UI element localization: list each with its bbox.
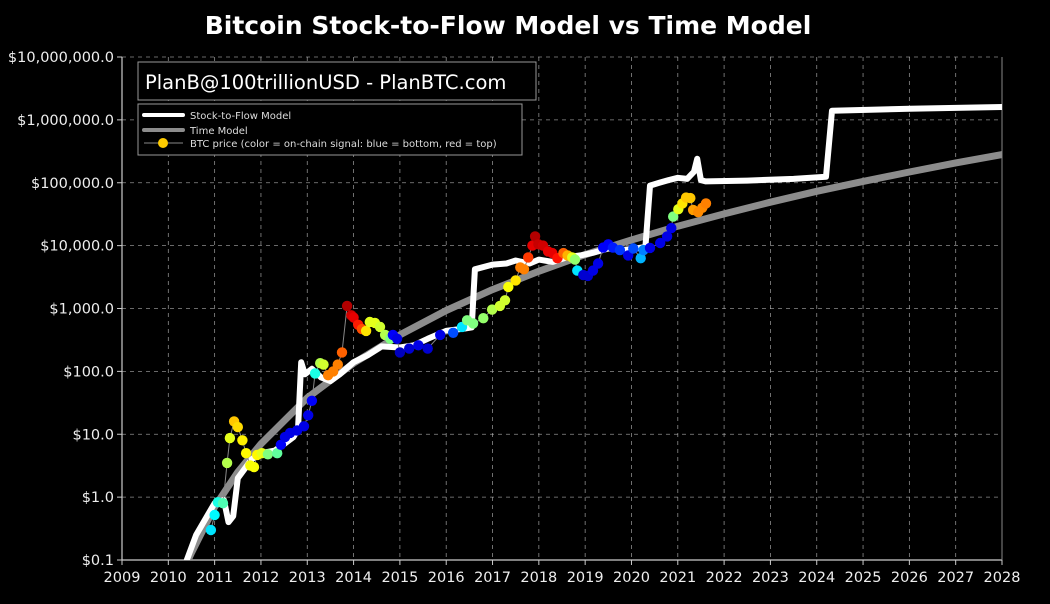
btc-price-point [569,254,581,265]
axes: 2009 2010 2011 2012 2013 2014 2015 2016 2017 2018… [8,50,1021,586]
legend-swatch-price-dot [158,138,168,148]
btc-price-point [224,432,236,444]
btc-price-point [341,300,353,312]
btc-price-point [700,198,712,209]
y-tick-label: $100.0 [63,364,114,380]
y-tick-label: $10,000.0 [40,239,114,255]
btc-price-point [422,343,433,354]
x-tick-label: 2014 [335,570,372,586]
x-tick-label: 2018 [520,570,557,586]
btc-price-point [318,359,329,370]
x-tick-label: 2011 [196,570,233,586]
btc-price-point [309,368,321,379]
btc-price-point [614,244,626,256]
btc-price-point [217,498,229,509]
btc-price-point [655,237,666,249]
btc-price-point [413,340,424,351]
btc-price-point [668,211,679,222]
y-tick-label: $100,000.0 [31,176,114,192]
btc-price-point [666,222,677,234]
btc-price-point [685,192,696,204]
btc-price-point [391,333,403,344]
x-tick-label: 2016 [428,570,465,586]
x-tick-label: 2028 [984,570,1021,586]
x-tick-label: 2020 [613,570,650,586]
btc-price-point [205,524,217,536]
watermark-text: PlanB@100trillionUSD - PlanBTC.com [145,71,506,94]
btc-price-point [592,258,604,269]
btc-price-point [503,281,514,293]
btc-price-point [221,457,233,469]
legend: Stock-to-Flow Model Time Model BTC price… [137,103,523,156]
x-tick-label: 2026 [891,570,928,586]
btc-price-point [298,421,310,432]
btc-price-point [272,448,283,459]
x-tick-label: 2022 [706,570,743,586]
x-tick-label: 2024 [798,570,835,586]
btc-price-point [523,252,534,263]
btc-price-point [510,275,521,286]
btc-price-point [499,295,511,306]
btc-price-point [209,509,220,521]
btc-price-point [394,347,406,358]
chart-title: Bitcoin Stock-to-Flow Model vs Time Mode… [205,11,812,40]
y-tick-label: $1,000.0 [49,302,114,318]
y-tick-label: $1.0 [82,490,114,506]
watermark: PlanB@100trillionUSD - PlanBTC.com [137,61,537,101]
watermark-box [137,61,537,101]
btc-price-point [262,449,274,460]
x-tick-label: 2021 [659,570,696,586]
btc-price-point [303,410,314,421]
btc-price-point [248,461,260,473]
x-tick-label: 2010 [150,570,187,586]
x-tick-label: 2012 [242,570,279,586]
legend-label-stock-to-flow: Stock-to-Flow Model [190,111,291,122]
btc-price-point [240,448,252,459]
x-tick-label: 2009 [104,570,141,586]
y-tick-label: $0.1 [82,553,114,569]
btc-price-point [275,439,287,450]
legend-label-btc-price: BTC price (color = on-chain signal: blue… [190,139,497,150]
x-tick-label: 2013 [289,570,326,586]
btc-price-point [404,343,415,354]
x-tick-label: 2015 [381,570,418,586]
btc-price-point [661,231,673,242]
btc-price-point [635,253,646,264]
x-tick-label: 2017 [474,570,511,586]
btc-price-point [374,321,386,333]
y-tick-label: $10.0 [72,427,114,443]
btc-price-point [306,395,318,406]
y-tick-label: $1,000,000.0 [17,113,114,129]
btc-price-point [644,242,656,254]
y-tick-label: $10,000,000.0 [8,50,114,66]
btc-price-point [332,359,343,370]
series-layer [183,104,1002,560]
btc-price-point [435,329,446,341]
btc-price-point [467,318,479,329]
btc-price-point [486,304,498,315]
legend-label-time-model: Time Model [189,126,248,137]
x-tick-label: 2023 [752,570,789,586]
x-tick-label: 2019 [567,570,604,586]
btc-price-point [628,243,639,254]
btc-price-point [232,421,243,433]
btc-price-point [237,435,248,446]
legend-box [137,103,523,156]
btc-price-point [448,327,459,338]
plot-area [183,104,1002,560]
btc-price-point [518,264,530,275]
btc-price-point [478,313,489,324]
x-tick-label: 2025 [845,570,882,586]
btc-price-point [336,347,348,358]
btc-price-point [360,325,372,337]
btc-price-point [529,231,541,242]
x-tick-label: 2027 [937,570,974,586]
